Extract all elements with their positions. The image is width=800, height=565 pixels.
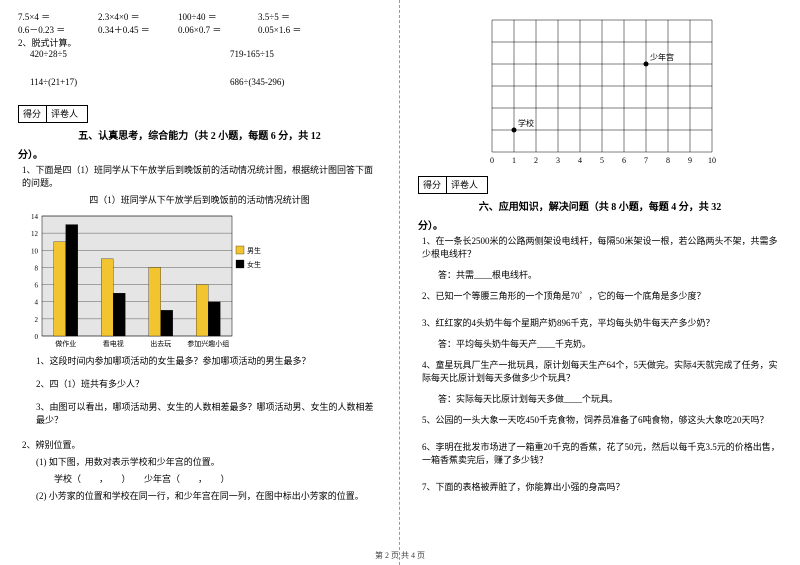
p1-ans: 答：共需____根电线杆。 — [438, 268, 782, 281]
right-column: 0 1 2 3 4 5 6 7 8 9 10 学校 少年宫 得分 评卷人 六、应用知识，解决问题（共 8… — [400, 0, 800, 565]
chart-caption: 四（1）班同学从下午放学后到晚饭前的活动情况统计图 — [18, 193, 381, 206]
p6: 6、李明在批发市场进了一箱重20千克的香蕉，花了50元，然后以每千克3.5元的价… — [422, 440, 782, 466]
svg-text:0: 0 — [490, 156, 494, 165]
q1-3: 3、由图可以看出，哪项活动男、女生的人数相差最多？哪项活动男、女生的人数相差最少… — [36, 400, 381, 426]
q2-1b: 学校（ ， ） 少年宫（ ， ） — [54, 472, 381, 485]
calc-row: 420÷28÷5 719-165÷15 — [30, 49, 381, 59]
left-column: 7.5×4 ＝ 2.3×4×0 ＝ 100÷40 ＝ 3.5÷5 ＝ 0.6－0… — [0, 0, 400, 565]
grader-label: 评卷人 — [447, 177, 487, 193]
svg-text:12: 12 — [31, 230, 39, 238]
p5: 5、公园的一头大象一天吃450千克食物，饲养员准备了6吨食物，够这头大象吃20天… — [422, 413, 782, 426]
svg-text:0: 0 — [35, 333, 39, 341]
section6-title: 六、应用知识，解决问题（共 8 小题，每题 4 分，共 32 — [418, 198, 782, 213]
svg-text:4: 4 — [35, 299, 39, 307]
section5-suffix: 分）。 — [18, 146, 381, 161]
q2-1: (1) 如下图，用数对表示学校和少年宫的位置。 — [36, 455, 381, 468]
svg-text:8: 8 — [35, 264, 39, 272]
calc-row: 114÷(21+17) 686÷(345-296) — [30, 77, 381, 87]
svg-text:7: 7 — [644, 156, 648, 165]
arith-cell: 100÷40 ＝ — [178, 10, 258, 23]
p7: 7、下面的表格被弄脏了，你能算出小强的身高吗？ — [422, 480, 782, 493]
p1: 1、在一条长2500米的公路两侧架设电线杆，每隔50米架设一根，若公路两头不架，… — [422, 234, 782, 260]
arith-row: 0.6－0.23 ＝ 0.34＋0.45 ＝ 0.06×0.7 ＝ 0.05×1… — [18, 23, 381, 36]
q1-1: 1、这段时间内参加哪项活动的女生最多？参加哪项活动的男生最多？ — [36, 354, 381, 367]
calc-cell: 686÷(345-296) — [230, 77, 284, 87]
arith-cell: 0.6－0.23 ＝ — [18, 23, 98, 36]
svg-text:10: 10 — [708, 156, 716, 165]
section6-suffix: 分）。 — [418, 217, 782, 232]
svg-text:3: 3 — [556, 156, 560, 165]
svg-text:4: 4 — [578, 156, 582, 165]
svg-text:做作业: 做作业 — [55, 339, 76, 348]
svg-text:14: 14 — [31, 213, 39, 221]
calc-cell: 114÷(21+17) — [30, 77, 230, 87]
arith-cell: 7.5×4 ＝ — [18, 10, 98, 23]
p2: 2、已知一个等腰三角形的一个顶角是70゜，它的每一个底角是多少度？ — [422, 289, 782, 302]
svg-text:8: 8 — [666, 156, 670, 165]
svg-text:看电视: 看电视 — [103, 339, 124, 348]
arith-cell: 2.3×4×0 ＝ — [98, 10, 178, 23]
q2: 2、辨别位置。 — [22, 438, 381, 451]
arith-cell: 0.06×0.7 ＝ — [178, 23, 258, 36]
arith-cell: 3.5÷5 ＝ — [258, 10, 338, 23]
calc-title: 2、脱式计算。 — [18, 36, 381, 49]
svg-text:5: 5 — [600, 156, 604, 165]
arith-row: 7.5×4 ＝ 2.3×4×0 ＝ 100÷40 ＝ 3.5÷5 ＝ — [18, 10, 381, 23]
svg-text:6: 6 — [622, 156, 626, 165]
svg-text:女生: 女生 — [247, 260, 261, 269]
svg-text:2: 2 — [534, 156, 538, 165]
svg-text:9: 9 — [688, 156, 692, 165]
calc-cell: 420÷28÷5 — [30, 49, 230, 59]
calc-cell: 719-165÷15 — [230, 49, 274, 59]
score-box: 得分 评卷人 — [418, 176, 488, 194]
page-footer: 第 2 页 共 4 页 — [0, 550, 800, 561]
section5-title: 五、认真思考，综合能力（共 2 小题，每题 6 分，共 12 — [18, 127, 381, 142]
p4: 4、童星玩具厂生产一批玩具，原计划每天生产64个，5天做完。实际4天就完成了任务… — [422, 358, 782, 384]
svg-text:出去玩: 出去玩 — [150, 339, 171, 348]
q1-2: 2、四（1）班共有多少人？ — [36, 377, 381, 390]
p3: 3、红红家的4头奶牛每个星期产奶896千克，平均每头奶牛每天产多少奶？ — [422, 316, 782, 329]
coordinate-grid: 0 1 2 3 4 5 6 7 8 9 10 学校 少年宫 — [418, 10, 782, 170]
svg-text:10: 10 — [31, 247, 39, 255]
p4-ans: 答：实际每天比原计划每天多做____个玩具。 — [438, 392, 782, 405]
svg-text:学校: 学校 — [518, 118, 534, 128]
p3-ans: 答：平均每头奶牛每天产____千克奶。 — [438, 337, 782, 350]
arith-cell: 0.34＋0.45 ＝ — [98, 23, 178, 36]
q2-2: (2) 小芳家的位置和学校在同一行，和少年宫在同一列，在图中标出小芳家的位置。 — [36, 489, 381, 502]
svg-text:参加兴趣小组: 参加兴趣小组 — [187, 339, 229, 348]
grader-label: 评卷人 — [47, 106, 87, 122]
score-label: 得分 — [19, 106, 47, 122]
score-box: 得分 评卷人 — [18, 105, 88, 123]
svg-text:男生: 男生 — [247, 246, 261, 255]
bar-chart: 0 2 4 6 8 10 12 14 做作业 看电视 出去玩 参加兴趣小组 男生女生 — [18, 210, 381, 350]
svg-text:6: 6 — [35, 282, 39, 290]
arithmetic-block: 7.5×4 ＝ 2.3×4×0 ＝ 100÷40 ＝ 3.5÷5 ＝ 0.6－0… — [18, 10, 381, 36]
q1: 1、下面是四（1）班同学从下午放学后到晚饭前的活动情况统计图，根据统计图回答下面… — [22, 163, 381, 189]
svg-text:1: 1 — [512, 156, 516, 165]
svg-text:少年宫: 少年宫 — [650, 52, 674, 62]
score-label: 得分 — [419, 177, 447, 193]
svg-text:2: 2 — [35, 316, 39, 324]
arith-cell: 0.05×1.6 ＝ — [258, 23, 338, 36]
